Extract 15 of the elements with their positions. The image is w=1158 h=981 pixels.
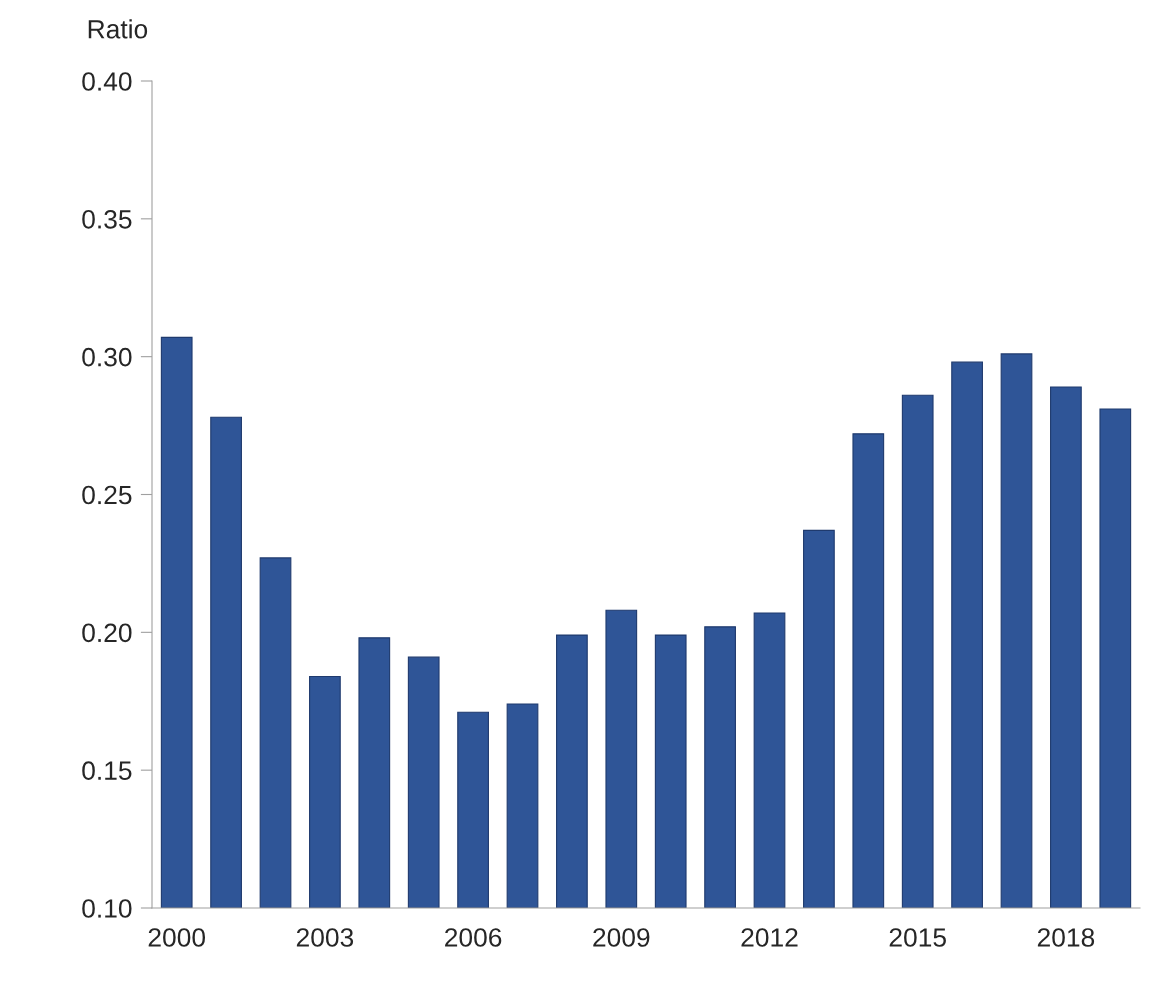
y-tick-label: 0.15	[82, 761, 132, 780]
x-tick-label: 2015	[889, 928, 946, 947]
x-tick-label: 2012	[741, 928, 798, 947]
x-tick-label: 2000	[148, 928, 206, 947]
y-tick-label: 0.30	[82, 347, 132, 367]
y-tick-label: 0.20	[82, 623, 132, 643]
y-tick-label: 0.35	[82, 209, 132, 229]
x-tick-label: 2006	[445, 928, 502, 947]
x-tick-label: 2009	[593, 928, 650, 947]
y-tick-label: 0.25	[82, 485, 132, 505]
y-tick-label: 0.40	[82, 72, 132, 91]
x-tick-label: 2003	[296, 928, 354, 947]
x-tick-label: 2018	[1037, 928, 1095, 947]
y-axis-title: Ratio	[88, 19, 148, 39]
y-tick-label: 0.10	[82, 899, 132, 918]
